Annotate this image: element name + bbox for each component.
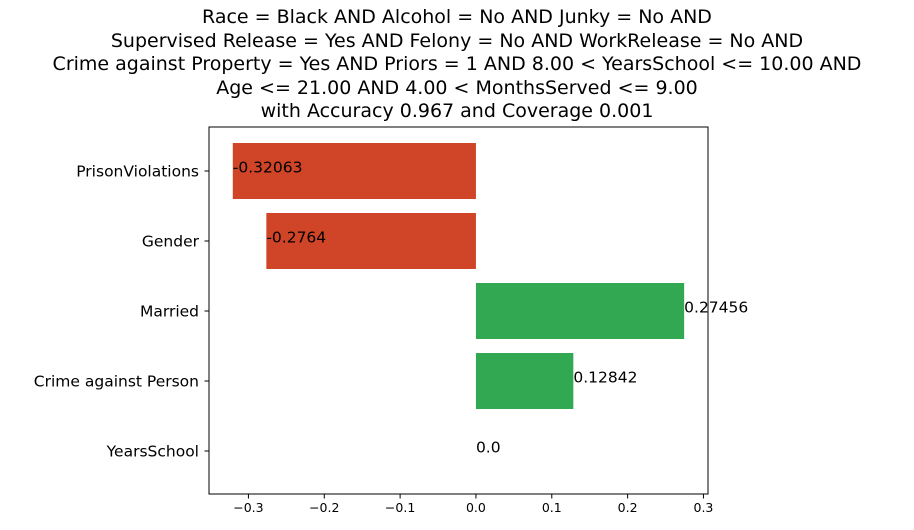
value-label-prisonviolations: -0.32063 <box>233 159 303 177</box>
y-tick-label-gender: Gender <box>142 233 200 251</box>
bar-married <box>475 283 685 339</box>
value-label-gender: -0.2764 <box>266 229 326 247</box>
bar-prisonviolations <box>232 143 476 199</box>
chart-title-line-1: Race = Black AND Alcohol = No AND Junky … <box>202 6 712 28</box>
y-tick-label-crime-against-person: Crime against Person <box>34 373 199 391</box>
x-axis: −0.3 −0.2 −0.1 0.0 0.1 0.2 0.3 <box>233 494 713 515</box>
bars-layer <box>232 143 685 409</box>
value-label-yearsschool: 0.0 <box>476 439 501 457</box>
value-label-crime-against-person: 0.12842 <box>573 369 637 387</box>
chart-title-line-4: Age <= 21.00 AND 4.00 < MonthsServed <= … <box>216 76 698 99</box>
y-tick-label-yearsschool: YearsSchool <box>106 443 199 461</box>
y-tick-label-prisonviolations: PrisonViolations <box>76 163 199 181</box>
x-tick-label: −0.2 <box>309 500 339 515</box>
x-tick-label: 0.1 <box>542 500 562 515</box>
x-tick-label: 0.0 <box>466 500 486 515</box>
chart-title-line-3: Crime against Property = Yes AND Priors … <box>52 53 862 76</box>
y-axis: PrisonViolations Gender Married Crime again… <box>34 163 209 461</box>
chart-title-line-5: with Accuracy 0.967 and Coverage 0.001 <box>260 100 654 123</box>
bar-gender <box>266 213 476 269</box>
x-tick-label: 0.3 <box>694 500 714 515</box>
x-tick-label: −0.3 <box>233 500 263 515</box>
chart-title-line-2: Supervised Release = Yes AND Felony = No… <box>110 29 804 52</box>
bar-crime-against-person <box>475 353 574 409</box>
value-labels-layer: -0.32063 -0.2764 0.27456 0.12842 0.0 <box>233 159 748 457</box>
x-tick-label: 0.2 <box>618 500 638 515</box>
value-label-married: 0.27456 <box>684 299 748 317</box>
y-tick-label-married: Married <box>140 303 199 321</box>
chart-title: Race = Black AND Alcohol = No AND Junky … <box>0 6 914 124</box>
x-tick-label: −0.1 <box>385 500 415 515</box>
